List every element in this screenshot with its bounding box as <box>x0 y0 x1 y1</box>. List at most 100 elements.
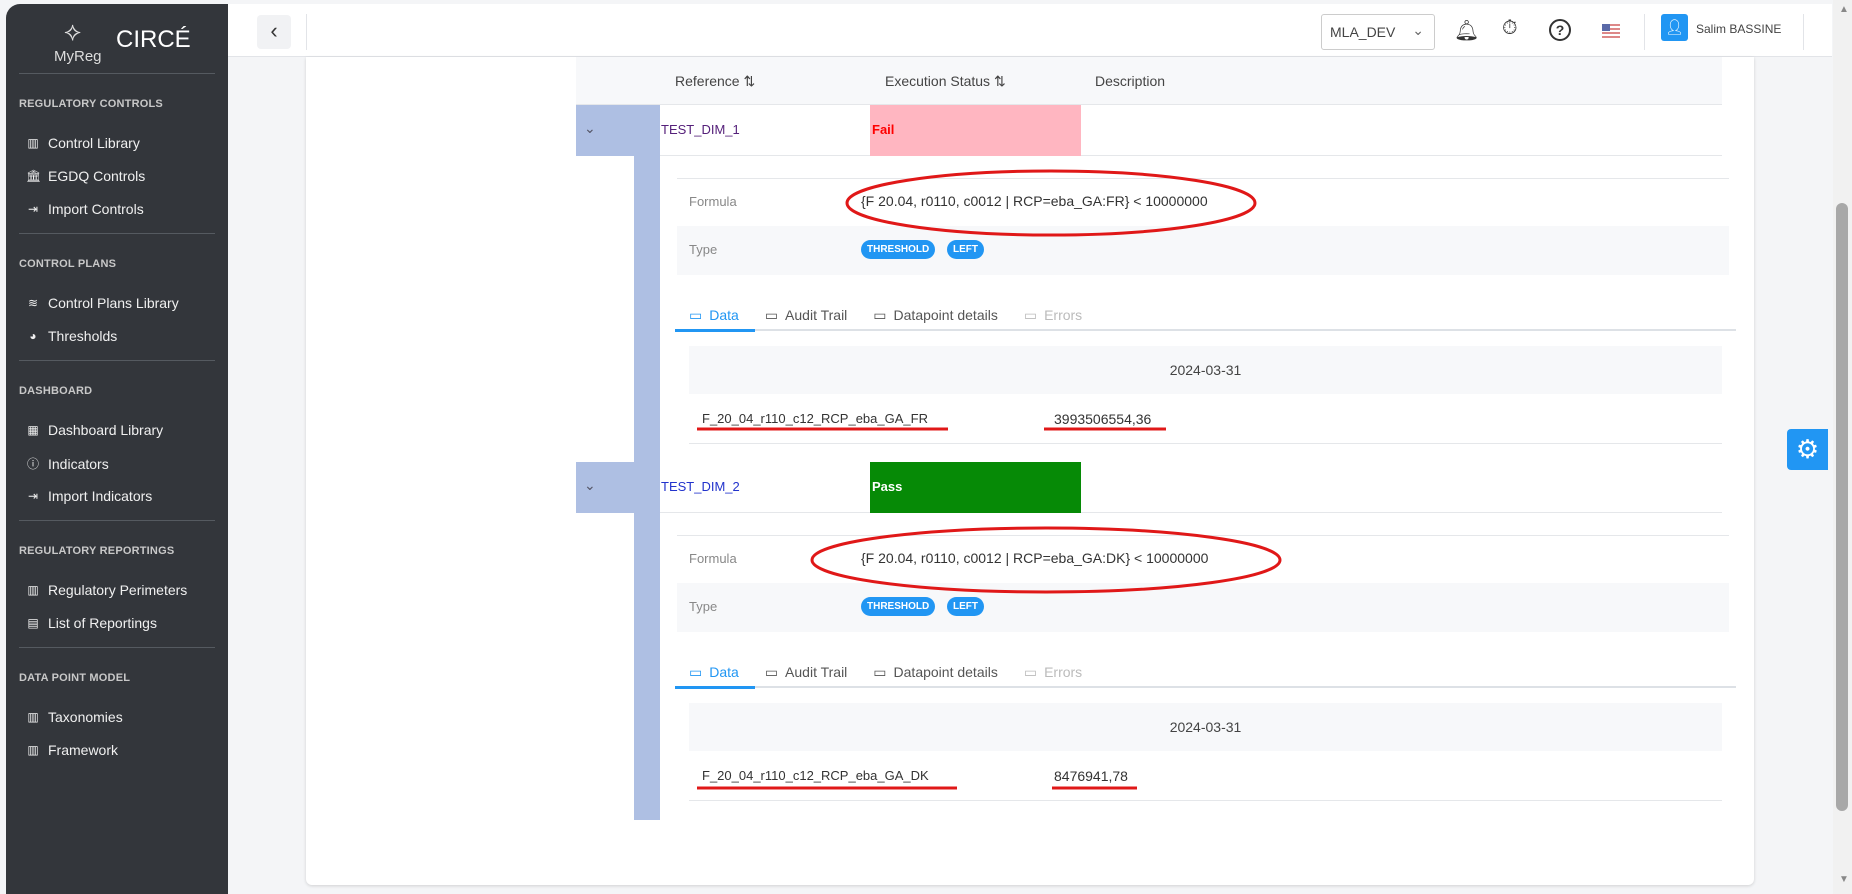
status-text: Fail <box>872 122 895 137</box>
table-row[interactable]: ⌄ TEST_DIM_1 Fail <box>576 105 1722 156</box>
library-icon: ▥ <box>27 136 39 150</box>
sidebar-item-label: Taxonomies <box>48 709 123 725</box>
sidebar-item-list-of-reportings[interactable]: ▤ List of Reportings <box>26 615 157 631</box>
data-row: F_20_04_r110_c12_RCP_eba_GA_DK 8476941,7… <box>689 751 1722 801</box>
tab-label: Errors <box>1044 307 1083 323</box>
formula-row: Formula {F 20.04, r0110, c0012 | RCP=eba… <box>677 178 1729 226</box>
divider <box>306 14 307 50</box>
column-reference[interactable]: Reference ⇅ <box>675 73 755 90</box>
reference-link[interactable]: TEST_DIM_1 <box>661 122 740 137</box>
section-header: DATA POINT MODEL <box>19 672 131 684</box>
divider <box>1803 14 1804 50</box>
section-header: REGULATORY REPORTINGS <box>19 545 175 557</box>
tab-label: Data <box>709 307 739 323</box>
environment-select[interactable]: MLA_DEV ⌄ <box>1321 14 1435 50</box>
brand-title: CIRCÉ <box>116 26 191 53</box>
columns-icon: ▥ <box>27 710 39 724</box>
description-header: Description <box>1095 73 1166 89</box>
sidebar-item-label: Dashboard Library <box>48 422 164 438</box>
section-header: CONTROL PLANS <box>19 258 117 270</box>
user-name[interactable]: Salim BASSINE <box>1696 22 1782 36</box>
formula-label: Formula <box>689 194 737 209</box>
calendar-icon: ▭ <box>873 663 887 680</box>
calendar-icon: ▭ <box>1023 306 1038 323</box>
palette-icon: ◕ <box>29 329 37 343</box>
sidebar-item-import-controls[interactable]: ⇥ Import Controls <box>26 201 144 217</box>
sidebar-item-thresholds[interactable]: ◕ Thresholds <box>26 328 117 344</box>
info-icon: ⓘ <box>26 457 39 471</box>
type-badge: LEFT <box>947 597 984 616</box>
us-flag-icon[interactable] <box>1602 24 1620 38</box>
tab-data[interactable]: ▭ Data <box>689 658 739 686</box>
sidebar-item-dashboard-library[interactable]: ▦ Dashboard Library <box>26 422 163 438</box>
formula-label: Formula <box>689 551 737 566</box>
column-status[interactable]: Execution Status ⇅ <box>885 73 1006 90</box>
top-bar: ‹ MLA_DEV ⌄ 🔔︎ ⏱︎ ? 👤︎ Salim BASSINE <box>228 4 1832 57</box>
sidebar-item-label: Import Controls <box>48 201 144 217</box>
sidebar-item-egdq-controls[interactable]: 🏛︎ EGDQ Controls <box>26 168 145 184</box>
back-button[interactable]: ‹ <box>257 15 291 49</box>
sidebar-item-control-library[interactable]: ▥ Control Library <box>26 135 140 151</box>
table-header: Reference ⇅ Execution Status ⇅ Descripti… <box>576 57 1722 105</box>
divider <box>19 360 215 361</box>
sidebar-item-label: EGDQ Controls <box>48 168 146 184</box>
sidebar-item-control-plans-library[interactable]: ≋ Control Plans Library <box>26 295 179 311</box>
tab-audit-trail[interactable]: ▭ Audit Trail <box>765 658 847 686</box>
tab-datapoint-details[interactable]: ▭ Datapoint details <box>873 301 998 329</box>
sidebar-item-import-indicators[interactable]: ⇥ Import Indicators <box>26 488 152 504</box>
tab-label: Datapoint details <box>893 307 998 323</box>
expand-toggle[interactable]: ⌄ <box>576 462 660 513</box>
tab-datapoint-details[interactable]: ▭ Datapoint details <box>873 658 998 686</box>
tab-label: Data <box>709 664 739 680</box>
layers-icon: ≋ <box>27 296 39 310</box>
import-file-icon: ⇥ <box>27 489 39 503</box>
sidebar-item-framework[interactable]: ▥ Framework <box>26 742 118 758</box>
datapoint-value: 8476941,78 <box>1054 768 1128 784</box>
type-label: Type <box>689 242 718 257</box>
reference-link[interactable]: TEST_DIM_2 <box>661 479 740 494</box>
expand-toggle[interactable]: ⌄ <box>576 105 660 156</box>
data-table: 2024-03-31 F_20_04_r110_c12_RCP_eba_GA_F… <box>689 346 1722 444</box>
data-row: F_20_04_r110_c12_RCP_eba_GA_FR 399350655… <box>689 394 1722 444</box>
scrollbar[interactable]: ▲ ▼ <box>1833 0 1852 894</box>
sidebar-item-taxonomies[interactable]: ▥ Taxonomies <box>26 709 123 725</box>
sidebar-item-label: Thresholds <box>48 328 118 344</box>
tab-data[interactable]: ▭ Data <box>689 301 739 329</box>
bell-icon[interactable]: 🔔︎ <box>1454 20 1480 42</box>
timer-icon[interactable]: ⏱︎ <box>1502 17 1518 39</box>
sidebar-item-indicators[interactable]: ⓘ Indicators <box>26 455 109 472</box>
type-label: Type <box>689 599 718 614</box>
formula-row: Formula {F 20.04, r0110, c0012 | RCP=eba… <box>677 535 1729 583</box>
sidebar-item-regulatory-perimeters[interactable]: ▥ Regulatory Perimeters <box>26 582 187 598</box>
sidebar-item-label: Indicators <box>48 455 109 472</box>
user-avatar[interactable]: 👤︎ <box>1661 14 1688 41</box>
row-details: Formula {F 20.04, r0110, c0012 | RCP=eba… <box>677 178 1729 275</box>
tab-errors[interactable]: ▭ Errors <box>1024 301 1082 329</box>
table-row[interactable]: ⌄ TEST_DIM_2 Pass <box>576 462 1722 513</box>
brand-small: MyReg <box>54 48 102 65</box>
row-details: Formula {F 20.04, r0110, c0012 | RCP=eba… <box>677 535 1729 632</box>
dashboard-icon: ▦ <box>27 423 39 437</box>
sidebar: ⟡ MyReg CIRCÉ REGULATORY CONTROLS ▥ Contro… <box>6 4 228 894</box>
tab-audit-trail[interactable]: ▭ Audit Trail <box>765 301 847 329</box>
formula-value: {F 20.04, r0110, c0012 | RCP=eba_GA:DK} … <box>861 550 1209 566</box>
calendar-icon: ▭ <box>764 663 779 680</box>
date-header: 2024-03-31 <box>689 703 1722 751</box>
sort-icon[interactable]: ⇅ <box>993 73 1006 89</box>
sidebar-item-label: List of Reportings <box>48 615 157 631</box>
scrollbar-thumb[interactable] <box>1836 203 1848 811</box>
type-row: Type THRESHOLD LEFT <box>677 583 1729 632</box>
divider <box>19 520 215 521</box>
calendar-icon: ▭ <box>873 306 887 323</box>
tab-errors[interactable]: ▭ Errors <box>1024 658 1082 686</box>
settings-button[interactable]: ⚙ <box>1787 429 1828 470</box>
help-icon[interactable]: ? <box>1549 19 1571 41</box>
reference-header: Reference <box>675 73 740 89</box>
type-badge: LEFT <box>947 240 984 259</box>
type-badge: THRESHOLD <box>861 240 936 259</box>
type-badge: THRESHOLD <box>861 597 936 616</box>
tab-label: Errors <box>1044 664 1083 680</box>
expand-bar <box>634 513 660 820</box>
sort-icon[interactable]: ⇅ <box>743 73 756 89</box>
detail-tabs: ▭ Data ▭ Audit Trail ▭ Datapoint details ▭ Erro… <box>675 289 1736 331</box>
